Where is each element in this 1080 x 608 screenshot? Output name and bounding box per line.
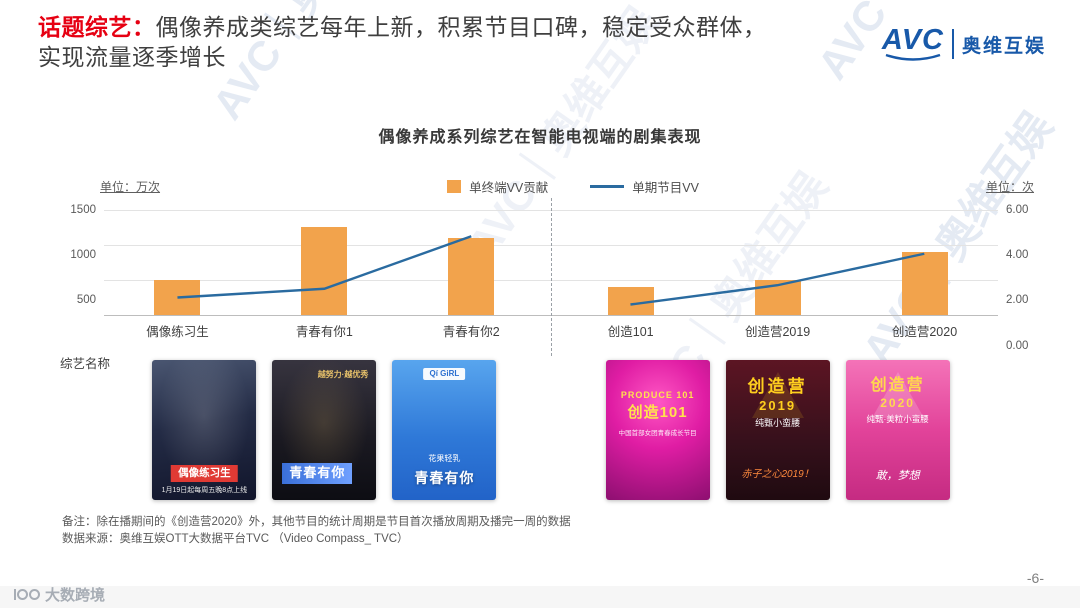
y-tick-right: 2.00 [1006,294,1029,307]
poster-创造101: PRODUCE 101 中国首部女团青春成长节目 创造101 [605,359,710,500]
bottom-bar [0,586,1080,608]
y-tick-right: 0.00 [1006,339,1029,352]
poster-title: 创造营 [747,376,808,396]
slide-header: 话题综艺：偶像养成类综艺每年上新，积累节目口碑，稳定受众群体， 实现流量逐季增长… [0,0,1080,73]
legend-item-bar: 单终端VV贡献 [447,177,548,196]
x-axis-name: 综艺名称 [60,356,111,371]
y-tick-right: 6.00 [1006,203,1029,216]
legend-row: 单位：万次 单终端VV贡献 单期节目VV 单位：次 [100,177,1034,196]
logo-divider [951,29,954,59]
group-divider-dashed-line [551,197,552,356]
y-tick-left: 500 [76,294,96,307]
poster-title: 偶像练习生 [171,464,238,482]
cat-group-1: 创造101 创造营2019 创造营2020 [557,321,998,340]
bar-slot [251,210,398,315]
title-line2: 实现流量逐季增长 [38,44,226,71]
poster-group-gap [545,360,558,500]
poster-创造营2020: 纯甄·美粒小蛮腰 创造营 2020 敢，梦想 [845,359,950,500]
avc-logo-text: AVC [881,24,944,56]
avc-logo-mark: AVC [882,26,944,62]
footnotes: 备注：除在播期间的《创造营2020》外，其他节目的统计周期是节目首次播放周期及播… [62,514,1046,549]
category-label: 创造营2019 [744,325,811,340]
category-label: 创造101 [607,325,654,340]
bar-青春有你1 [301,227,348,315]
poster-title: 创造营 [870,376,925,394]
bar-slot [851,210,998,315]
plot-area: 偶像练习生 青春有你1 青春有你2 创造101 创造营2019 创造营2020 [104,197,998,356]
poster-青春有你: Qí GiRL 花果轻乳青春有你 [392,359,497,500]
bar-group-0 [104,210,545,315]
poster-group-0: 偶像练习生 1月19日起每周五晚8点上线 越努力·越优秀青春有你 Qí GiRL 花果轻… [104,359,545,500]
bar-青春有你2 [448,237,495,315]
poster-spacer [58,360,104,500]
poster-subtitle: 越努力·越优秀 [317,369,369,379]
poster-subtitle: 花果轻乳 [428,453,461,463]
category-label: 偶像练习生 [146,325,209,340]
poster-strip: 偶像练习生 1月19日起每周五晚8点上线 越努力·越优秀青春有你 Qí GiRL 花果轻… [58,359,1046,500]
y-axis-right: 6.00 4.00 2.00 0.00 [998,204,1046,352]
bar-slot [398,210,545,315]
chart-title: 偶像养成系列综艺在智能电视端的剧集表现 [378,128,702,146]
y-tick-right: 4.00 [1006,249,1029,262]
page-title: 话题综艺：偶像养成类综艺每年上新，积累节目口碑，稳定受众群体， 实现流量逐季增长 [38,12,767,73]
poster-subtitle: 纯甄小蛮腰 [755,417,801,428]
line-group-1 [557,210,998,315]
poster-title-year: 2020 [880,395,915,410]
poster-badge: Qí GiRL [423,367,466,380]
poster-strip-text: 敢，梦想 [875,469,920,482]
poster-spacer [998,360,1046,500]
bar-group-1 [557,210,998,315]
poster-title: 青春有你 [414,470,475,487]
legend-item-line: 单期节目VV [590,177,699,196]
legend-line-label: 单期节目VV [632,180,699,195]
legend-bar-label: 单终端VV贡献 [469,180,549,195]
poster-badge: PRODUCE 101 [620,389,695,400]
poster-title: 青春有你 [282,463,353,484]
y-tick-left: 1000 [70,249,96,262]
bar-创造营2020 [901,251,948,315]
bar-group-right [557,210,998,315]
logo-company-name: 奥维互娱 [961,35,1046,57]
category-label: 青春有你2 [442,325,500,340]
combo-chart: 综艺名称 1500 1000 500 偶像练习 [58,197,1046,371]
footnote-remark: 备注：除在播期间的《创造营2020》外，其他节目的统计周期是节目首次播放周期及播… [62,515,571,528]
corner-brand-icon [14,589,40,600]
logo-swoosh-icon [885,53,941,61]
y-axis-left: 综艺名称 1500 1000 500 [58,204,110,371]
legend-line-swatch-icon [590,184,625,188]
poster-body: 偶像练习生 1月19日起每周五晚8点上线 越努力·越优秀青春有你 Qí GiRL 花果轻… [104,359,998,500]
poster-subtitle: 中国首部女团青春成长节目 [618,429,697,437]
footnote-source: 数据来源：奥维互娱OTT大数据平台TVC （Video Compass_ TVC… [62,532,409,545]
legend-bar-swatch-icon [447,179,462,193]
poster-title-year: 2019 [759,397,797,413]
poster-创造营2019: 纯甄小蛮腰 创造营 2019 赤子之心2019！ [725,359,830,500]
poster-group-1: PRODUCE 101 中国首部女团青春成长节目 创造101 纯甄小蛮腰 创造营 2019… [557,359,998,500]
bar-创造101 [607,286,654,315]
category-label: 创造营2020 [891,325,958,340]
title-colon: ： [132,14,156,40]
chart-legend: 单终端VV贡献 单期节目VV [447,177,699,196]
title-highlight: 话题综艺 [38,14,132,40]
category-label: 青春有你1 [295,325,353,340]
poster-偶像练习生: 偶像练习生 1月19日起每周五晚8点上线 [152,359,257,500]
bar-slot [557,210,704,315]
page-number: -6- [1026,570,1044,586]
poster-strip-text: 赤子之心2019！ [741,469,814,481]
category-axis: 偶像练习生 青春有你1 青春有你2 创造101 创造营2019 创造营2020 [104,316,998,346]
avc-logo: AVC 奥维互娱 [882,12,1046,62]
cat-group-0: 偶像练习生 青春有你1 青春有你2 [104,321,545,340]
y-tick-left: 1500 [70,203,96,216]
poster-title: 创造101 [627,403,688,421]
poster-strip-text: 1月19日起每周五晚8点上线 [161,486,248,494]
title-line1: 偶像养成类综艺每年上新，积累节目口碑，稳定受众群体， [155,14,767,40]
bar-group-left [104,210,545,315]
left-axis-unit: 单位：万次 [100,179,161,194]
corner-brand: 大数跨境 [14,584,105,605]
line-group-0 [104,210,545,315]
poster-subtitle: 纯甄·美粒小蛮腰 [866,413,929,424]
poster-青春有你: 越努力·越优秀青春有你 [272,359,377,500]
corner-brand-name: 大数跨境 [45,587,106,604]
right-axis-unit: 单位：次 [985,179,1034,194]
